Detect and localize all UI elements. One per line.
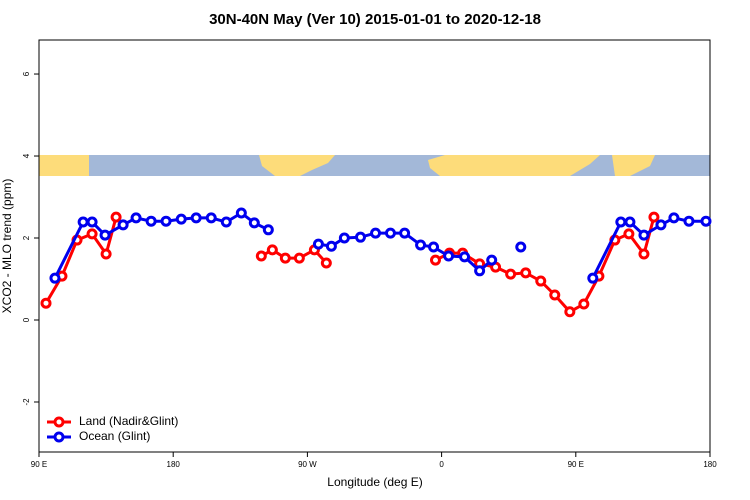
data-point — [429, 254, 441, 266]
data-point — [623, 228, 635, 240]
data-point — [190, 212, 202, 224]
data-point — [49, 272, 61, 284]
y-tick-label: -2 — [22, 398, 31, 406]
data-point — [564, 306, 576, 318]
legend-label: Land (Nadir&Glint) — [79, 414, 178, 428]
data-point — [587, 272, 599, 284]
legend-marker — [53, 416, 65, 428]
data-point — [624, 216, 636, 228]
y-tick-label: 4 — [22, 153, 31, 158]
data-point — [248, 217, 260, 229]
data-point — [99, 229, 111, 241]
y-tick-label: 6 — [22, 71, 31, 76]
data-point — [266, 244, 278, 256]
data-point — [668, 212, 680, 224]
data-point — [384, 227, 396, 239]
series-line — [434, 216, 656, 314]
data-point — [700, 215, 712, 227]
data-point — [505, 268, 517, 280]
data-point — [130, 212, 142, 224]
x-tick-label: 180 — [167, 460, 181, 469]
x-tick-label: 90 E — [568, 460, 584, 469]
data-point — [40, 297, 52, 309]
x-tick-label: 90 E — [31, 460, 47, 469]
data-point — [578, 298, 590, 310]
data-point — [117, 219, 129, 231]
data-point — [638, 248, 650, 260]
data-point — [415, 239, 427, 251]
data-point — [615, 216, 627, 228]
data-point — [655, 219, 667, 231]
data-point — [235, 207, 247, 219]
data-point — [474, 265, 486, 277]
data-point — [86, 216, 98, 228]
data-point — [160, 215, 172, 227]
data-point — [77, 216, 89, 228]
data-point — [428, 241, 440, 253]
data-point — [175, 213, 187, 225]
data-point — [638, 229, 650, 241]
data-point — [683, 215, 695, 227]
x-tick-label: 180 — [703, 460, 717, 469]
data-point — [145, 215, 157, 227]
data-point — [325, 240, 337, 252]
data-point — [459, 251, 471, 263]
data-point — [399, 227, 411, 239]
data-point — [520, 267, 532, 279]
data-point — [443, 250, 455, 262]
legend-marker — [53, 431, 65, 443]
data-point — [100, 248, 112, 260]
chart-title: 30N-40N May (Ver 10) 2015-01-01 to 2020-… — [209, 11, 541, 28]
x-axis-label: Longitude (deg E) — [327, 475, 422, 489]
data-point — [220, 216, 232, 228]
x-tick-label: 0 — [439, 460, 444, 469]
data-point — [262, 224, 274, 236]
data-point — [255, 250, 267, 262]
x-tick-label: 90 W — [298, 460, 317, 469]
data-point — [312, 238, 324, 250]
data-point — [354, 231, 366, 243]
legend-label: Ocean (Glint) — [79, 429, 150, 443]
map-strip — [39, 155, 710, 176]
data-point — [535, 275, 547, 287]
data-point — [293, 252, 305, 264]
data-point — [86, 228, 98, 240]
data-point — [110, 211, 122, 223]
data-point — [279, 252, 291, 264]
y-tick-label: 2 — [22, 235, 31, 240]
y-axis-label: XCO2 - MLO trend (ppm) — [0, 179, 14, 314]
data-point — [648, 211, 660, 223]
data-point — [549, 289, 561, 301]
data-point — [370, 227, 382, 239]
data-point — [486, 254, 498, 266]
plot-frame — [38, 39, 711, 453]
data-point — [515, 241, 527, 253]
data-point — [338, 232, 350, 244]
data-point — [320, 257, 332, 269]
data-point — [205, 212, 217, 224]
y-tick-label: 0 — [22, 317, 31, 322]
